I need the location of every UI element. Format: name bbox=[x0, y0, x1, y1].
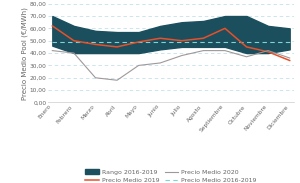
Legend: Rango 2016-2019, Precio Medio 2019, Precio Medio 2020, Precio Medio 2016-2019: Rango 2016-2019, Precio Medio 2019, Prec… bbox=[82, 167, 260, 183]
Y-axis label: Precio Medio Pool (€/MWh): Precio Medio Pool (€/MWh) bbox=[22, 7, 28, 100]
